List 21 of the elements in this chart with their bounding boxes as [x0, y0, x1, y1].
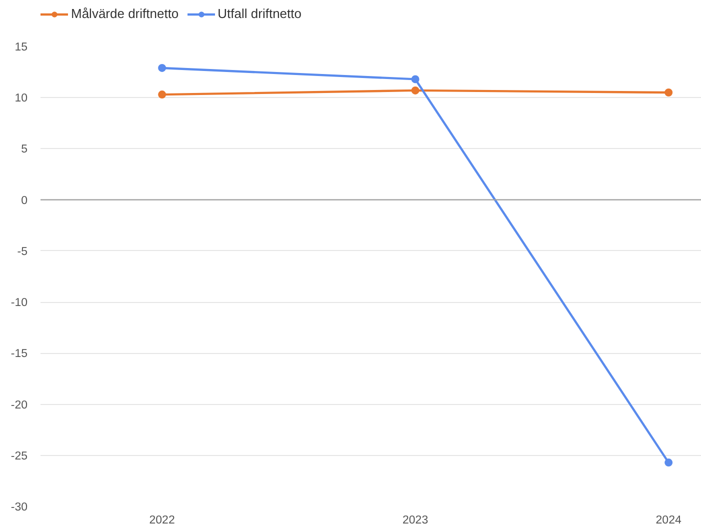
y-tick-label: -5: [17, 246, 28, 258]
y-tick-label: -25: [10, 450, 28, 462]
x-tick-label: 2022: [149, 514, 175, 526]
y-tick-label: -20: [10, 399, 28, 412]
point: [411, 75, 420, 84]
point: [664, 88, 673, 96]
y-tick-label: 0: [21, 194, 28, 207]
legend-label: Utfall driftnetto: [218, 6, 302, 21]
x-tick-label: 2024: [656, 514, 682, 526]
y-tick-label: -15: [10, 348, 28, 360]
point: [411, 86, 420, 94]
legend-label: Målvärde driftnetto: [71, 6, 179, 21]
point: [158, 90, 166, 99]
y-tick-label: -10: [10, 297, 28, 310]
y-tick-label: -30: [10, 502, 28, 514]
point: [158, 64, 166, 72]
point: [664, 458, 673, 467]
y-tick-label: 10: [14, 92, 28, 105]
y-tick-label: 5: [21, 144, 28, 156]
y-tick-label: 15: [14, 42, 28, 54]
x-tick-label: 2023: [402, 514, 428, 526]
